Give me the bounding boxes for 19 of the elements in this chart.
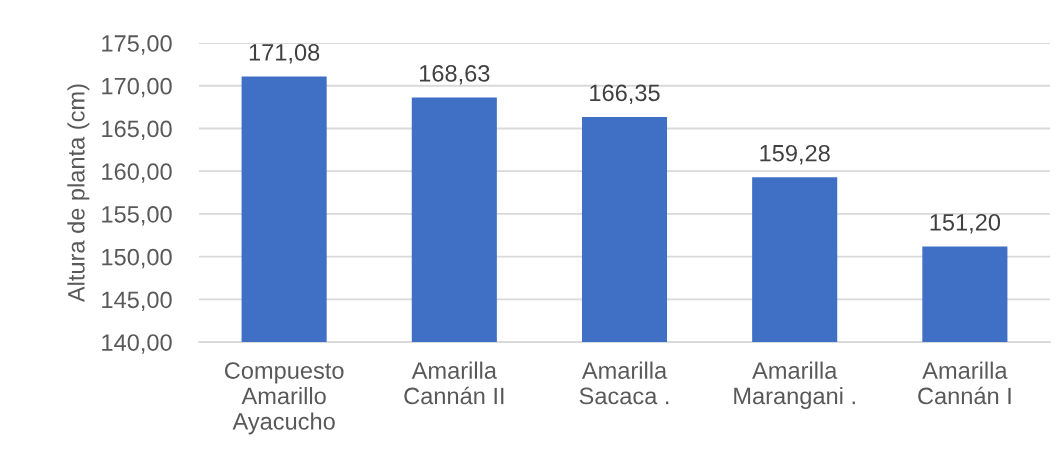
data-label: 159,28 xyxy=(760,144,830,165)
y-tick-label: 150,00 xyxy=(102,248,172,269)
y-tick-label: 170,00 xyxy=(102,77,172,98)
y-tick-label: 155,00 xyxy=(102,206,172,226)
y-tick-label: 160,00 xyxy=(102,163,172,183)
data-label: 168,63 xyxy=(420,64,490,85)
data-label: 171,08 xyxy=(249,44,320,64)
x-tick-label: Compuesto Amarillo Ayacucho xyxy=(224,362,344,435)
y-tick-label: 165,00 xyxy=(102,120,172,141)
x-tick-label: Amarilla Cannán II xyxy=(404,361,504,405)
y-tick-label: 140,00 xyxy=(102,334,172,354)
y-tick-label: 175,00 xyxy=(102,35,172,55)
x-tick-label: Amarilla Marangani . xyxy=(734,361,855,409)
data-label: 151,20 xyxy=(930,213,1001,234)
data-label: 166,35 xyxy=(590,84,660,104)
x-tick-label: Amarilla Cannán I xyxy=(918,361,1011,405)
x-tick-label: Amarilla Sacaca . xyxy=(579,361,669,405)
y-axis-title: Altura de planta (cm) xyxy=(67,84,90,303)
y-tick-label: 145,00 xyxy=(102,291,172,311)
